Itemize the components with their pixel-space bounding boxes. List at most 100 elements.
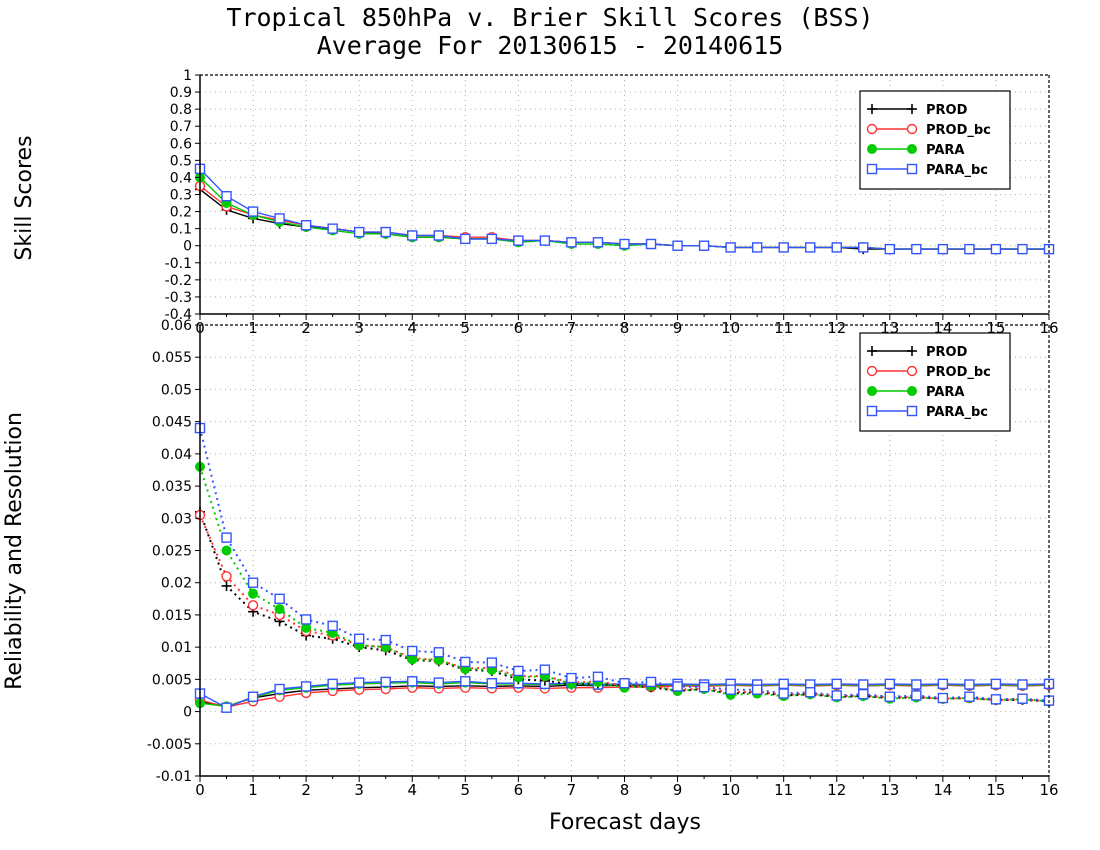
data-point xyxy=(592,237,604,248)
data-point xyxy=(513,665,524,677)
data-point xyxy=(407,230,418,241)
legend-marker xyxy=(867,144,877,154)
data-point xyxy=(247,577,259,588)
data-point xyxy=(725,242,736,253)
x-axis-label: Forecast days xyxy=(548,810,701,835)
data-point xyxy=(380,634,391,646)
x-tick-label: 4 xyxy=(407,781,417,799)
x-tick-label: 1 xyxy=(248,319,258,337)
y-tick-label: 0.03 xyxy=(161,511,192,527)
data-point xyxy=(698,681,710,693)
data-point xyxy=(672,681,683,692)
data-point xyxy=(937,678,949,690)
x-tick-label: 16 xyxy=(1039,781,1058,799)
y-tick-label: -0.2 xyxy=(165,273,192,289)
x-tick-label: 14 xyxy=(933,781,952,799)
legend-box xyxy=(859,90,1011,190)
legend-label: PARA_bc xyxy=(926,405,988,420)
legend xyxy=(859,90,1011,190)
data-point xyxy=(619,678,630,689)
data-point xyxy=(990,694,1002,705)
x-tick-label: 6 xyxy=(514,319,524,337)
legend xyxy=(859,332,1011,432)
data-point xyxy=(539,664,551,675)
x-tick-label: 8 xyxy=(620,319,630,337)
legend-label: PARA_bc xyxy=(926,163,988,178)
y-tick-label: -0.005 xyxy=(147,737,192,753)
series-line xyxy=(199,514,1050,703)
y-tick-label: 0.005 xyxy=(152,672,192,688)
series-prod-dotted xyxy=(195,506,1054,707)
legend-label: PROD xyxy=(926,345,968,360)
data-point xyxy=(301,622,312,633)
legend-label: PARA xyxy=(926,385,964,400)
panel-2 xyxy=(194,324,1055,782)
data-point xyxy=(911,243,922,255)
data-point xyxy=(1043,243,1055,255)
legend-marker xyxy=(866,365,878,377)
data-point xyxy=(805,242,816,253)
x-tick-label: 2 xyxy=(301,319,311,337)
legend-marker xyxy=(906,365,918,377)
y-tick-label: 0.1 xyxy=(170,222,192,238)
data-point xyxy=(990,243,1002,255)
x-tick-label: 3 xyxy=(354,781,364,799)
data-point xyxy=(486,233,498,245)
legend-marker xyxy=(866,123,878,135)
x-tick-label: 10 xyxy=(721,319,740,337)
data-point xyxy=(460,233,471,245)
x-tick-label: 10 xyxy=(721,781,740,799)
data-point xyxy=(380,676,391,688)
legend-label: PARA xyxy=(926,143,964,158)
data-point xyxy=(858,679,869,690)
data-point xyxy=(990,678,1002,690)
data-point xyxy=(274,593,285,605)
series-line xyxy=(199,466,1050,703)
x-tick-label: 6 xyxy=(514,781,524,799)
data-point xyxy=(327,620,338,632)
x-tick-label: 4 xyxy=(407,319,417,337)
data-point xyxy=(566,672,577,684)
y-tick-label: 0.8 xyxy=(170,102,192,118)
y-tick-label: 0.4 xyxy=(170,170,192,186)
y-tick-label: -0.1 xyxy=(165,256,192,272)
data-point xyxy=(831,690,842,701)
data-point xyxy=(645,238,657,250)
y-tick-label: 0.9 xyxy=(170,85,192,101)
data-point xyxy=(486,678,498,689)
x-tick-label: 9 xyxy=(673,319,683,337)
data-point xyxy=(433,230,444,241)
y-tick-label: 0 xyxy=(183,239,192,255)
y-tick-label: 0.045 xyxy=(152,415,192,431)
data-point xyxy=(460,676,471,687)
y-tick-label: -0.01 xyxy=(156,769,192,785)
y-tick-label: 0.015 xyxy=(152,608,192,624)
x-tick-label: 12 xyxy=(827,781,846,799)
legend-marker xyxy=(907,386,917,396)
x-tick-label: 15 xyxy=(986,781,1005,799)
x-tick-label: 8 xyxy=(620,781,630,799)
data-point xyxy=(619,238,630,250)
y-tick-label: 0.3 xyxy=(170,188,192,204)
data-point xyxy=(327,678,338,690)
series-para-bc-dotted xyxy=(194,422,1055,706)
data-point xyxy=(751,242,763,253)
y-tick-label: 0.02 xyxy=(161,576,192,592)
legend-box xyxy=(859,332,1011,432)
legend-marker xyxy=(867,386,877,396)
legend-label: PROD_bc xyxy=(926,123,991,138)
data-point xyxy=(964,679,975,690)
data-point xyxy=(858,688,869,700)
data-point xyxy=(911,679,922,690)
data-point xyxy=(1043,678,1055,690)
data-point xyxy=(433,677,444,688)
data-point xyxy=(247,206,259,217)
y-tick-label: 0.05 xyxy=(161,382,192,398)
legend-label: PROD_bc xyxy=(926,365,991,380)
data-point xyxy=(1017,693,1028,704)
series-prod-bc-dotted xyxy=(194,509,1055,707)
data-point xyxy=(778,688,789,699)
data-point xyxy=(858,242,869,253)
series-para-bc xyxy=(194,163,1055,255)
legend-marker xyxy=(906,163,918,175)
